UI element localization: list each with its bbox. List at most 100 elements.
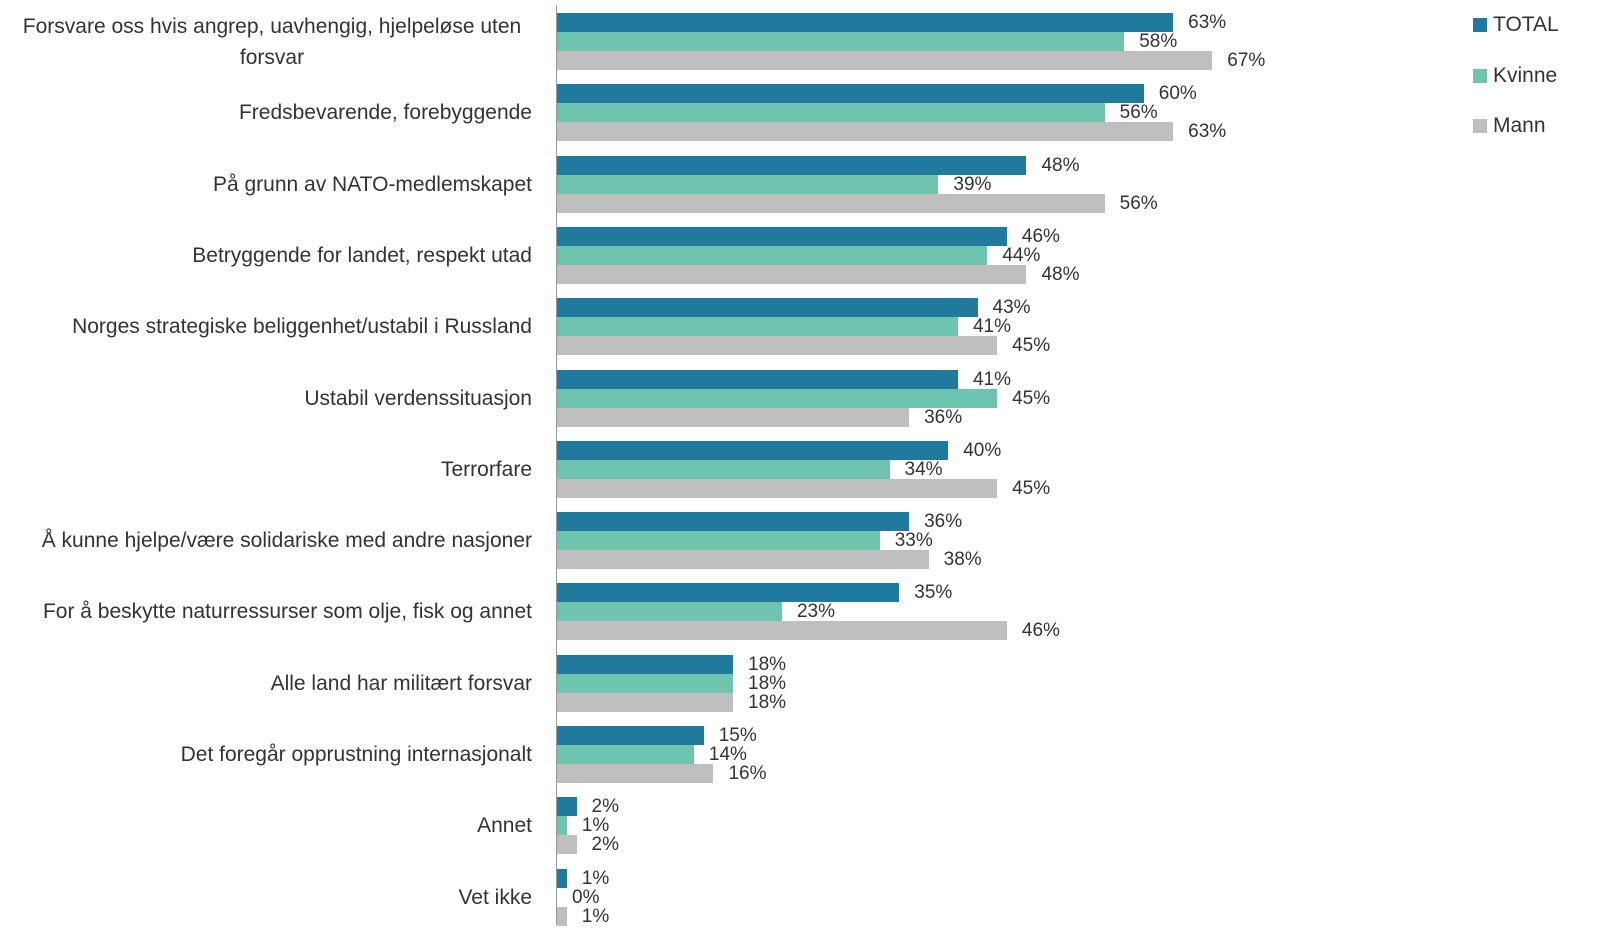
value-label: 15% — [718, 725, 757, 746]
category-text: Ustabil verdenssituasjon — [304, 386, 532, 410]
value-label: 63% — [1188, 12, 1227, 33]
legend-label: TOTAL — [1493, 13, 1559, 36]
value-label: 36% — [924, 406, 963, 428]
value-label: 36% — [924, 511, 963, 533]
value-label: 56% — [1119, 102, 1158, 124]
value-label: 43% — [992, 297, 1031, 319]
value-label: 44% — [1002, 244, 1041, 266]
category-text: Terrorfare — [440, 457, 532, 481]
value-label: 18% — [748, 653, 787, 675]
value-label: 45% — [1012, 387, 1051, 409]
category-text: Betryggende for landet, respekt utad — [192, 243, 532, 267]
value-label: 41% — [972, 316, 1011, 338]
category-label: Fredsbevarende, forebyggende — [0, 72, 532, 153]
bar — [557, 764, 714, 783]
bar — [557, 583, 900, 603]
bar — [557, 512, 910, 532]
value-label: 45% — [1012, 335, 1051, 357]
bar — [557, 654, 734, 674]
bar — [557, 621, 1007, 641]
bar — [557, 550, 929, 570]
category-text: Alle land har militært forsvar — [270, 671, 532, 695]
bar — [557, 298, 978, 318]
bar — [557, 155, 1027, 175]
bar — [557, 264, 1027, 284]
category-text: Fredsbevarende, forebyggende — [238, 101, 532, 125]
bar — [557, 816, 567, 836]
category-label: Annet — [0, 785, 532, 866]
legend-swatch — [1473, 68, 1487, 83]
category-text: Annet — [477, 814, 532, 838]
category-label: Norges strategiske beliggenhet/ustabil i… — [0, 286, 532, 367]
bar — [557, 317, 958, 337]
bar — [557, 835, 577, 855]
category-text: Å kunne hjelpe/være solidariske med andr… — [41, 529, 532, 553]
value-label: 1% — [581, 867, 610, 889]
legend-swatch — [1473, 119, 1487, 133]
value-label: 2% — [591, 834, 620, 856]
value-label: 23% — [796, 601, 835, 623]
value-label: 0% — [572, 886, 600, 908]
bar — [557, 692, 734, 712]
category-label: På grunn av NATO-medlemskapet — [0, 144, 532, 225]
category-label: Å kunne hjelpe/være solidariske med andr… — [0, 500, 532, 581]
bar — [557, 122, 1174, 142]
bar — [557, 84, 1144, 104]
value-label: 60% — [1158, 83, 1197, 105]
legend-swatch — [1473, 18, 1487, 32]
category-text: For å beskytte naturressurser som olje, … — [42, 600, 532, 624]
value-label: 63% — [1188, 121, 1227, 143]
category-label: Betryggende for landet, respekt utad — [0, 215, 532, 296]
value-label: 48% — [1041, 263, 1080, 285]
value-label: 56% — [1119, 192, 1158, 214]
bar — [557, 193, 1105, 213]
value-label: 38% — [943, 549, 982, 571]
value-label: 46% — [1021, 225, 1060, 247]
bar — [557, 245, 988, 265]
value-label: 67% — [1227, 50, 1266, 71]
value-label: 46% — [1021, 620, 1060, 642]
category-text: Det foregår opprustning internasjonalt — [180, 743, 532, 766]
category-label: Vet ikke — [0, 857, 532, 938]
bar — [557, 103, 1105, 123]
bar — [557, 51, 1213, 70]
category-text: Vet ikke — [458, 885, 532, 909]
value-label: 1% — [581, 905, 610, 927]
value-label: 34% — [904, 458, 943, 480]
bar — [557, 440, 949, 460]
value-label: 18% — [748, 672, 787, 694]
legend-label: Mann — [1493, 114, 1546, 137]
category-text: Forsvare oss hvis angrep, uavhengig, hje… — [22, 14, 522, 69]
bar — [557, 226, 1007, 246]
category-text: Norges strategiske beliggenhet/ustabil i… — [72, 315, 532, 339]
category-label: Terrorfare — [0, 429, 532, 510]
bar — [557, 174, 939, 194]
value-label: 48% — [1041, 154, 1080, 176]
category-label: Alle land har militært forsvar — [0, 643, 532, 724]
category-label: For å beskytte naturressurser som olje, … — [0, 571, 532, 652]
bar — [557, 868, 567, 888]
value-label: 45% — [1012, 477, 1051, 499]
bar — [557, 13, 1174, 32]
bar — [557, 336, 998, 356]
category-text: På grunn av NATO-medlemskapet — [212, 172, 532, 196]
value-label: 2% — [591, 796, 620, 818]
bar — [557, 459, 890, 479]
bar — [557, 797, 577, 817]
bar — [557, 32, 1125, 51]
bar — [557, 726, 704, 745]
bar — [557, 906, 567, 926]
value-label: 18% — [748, 691, 787, 713]
value-label: 40% — [963, 439, 1002, 461]
category-label: Det foregår opprustning internasjonalt — [0, 714, 532, 795]
value-label: 58% — [1139, 31, 1178, 52]
bar — [557, 602, 782, 622]
category-label: Forsvare oss hvis angrep, uavhengig, hje… — [0, 1, 532, 82]
value-label: 35% — [914, 582, 953, 604]
category-label: Ustabil verdenssituasjon — [0, 358, 532, 439]
value-label: 33% — [894, 530, 933, 552]
bar — [557, 478, 998, 498]
bar — [557, 388, 998, 408]
bar — [557, 407, 910, 427]
